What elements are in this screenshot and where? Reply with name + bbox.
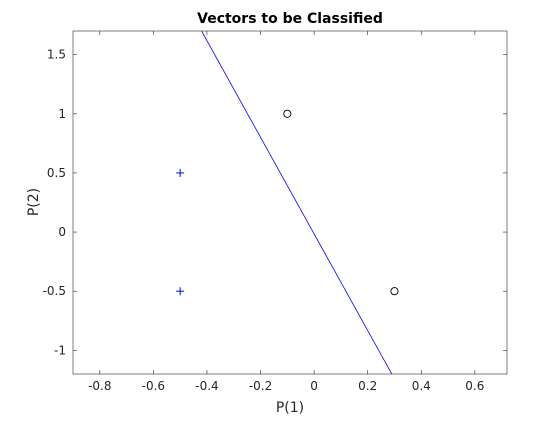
x-axis-label: P(1) [276,400,304,416]
plus-marker [176,168,185,177]
y-tick-label: 1 [58,107,66,121]
y-tick-label: 0 [58,225,66,239]
x-tick-label: -0.2 [249,379,272,393]
y-tick-label: 0.5 [47,166,66,180]
x-tick-label: 0 [310,379,318,393]
plus-marker [176,287,185,296]
y-tick-label: -1 [54,343,66,357]
chart-title: Vectors to be Classified [197,11,383,27]
decision-boundary-line [201,31,393,374]
x-tick-label: 0.2 [358,379,377,393]
x-tick-label: 0.6 [465,379,484,393]
y-axis-label: P(2) [26,188,42,216]
circle-marker [283,109,292,118]
y-tick-label: 1.5 [47,48,66,62]
axes-box [72,30,508,375]
x-tick-label: -0.4 [195,379,218,393]
x-tick-label: 0.4 [412,379,431,393]
circle-marker [390,287,399,296]
x-tick-label: -0.8 [88,379,111,393]
plot-area [73,31,507,374]
y-tick-label: -0.5 [43,284,66,298]
x-tick-label: -0.6 [142,379,165,393]
